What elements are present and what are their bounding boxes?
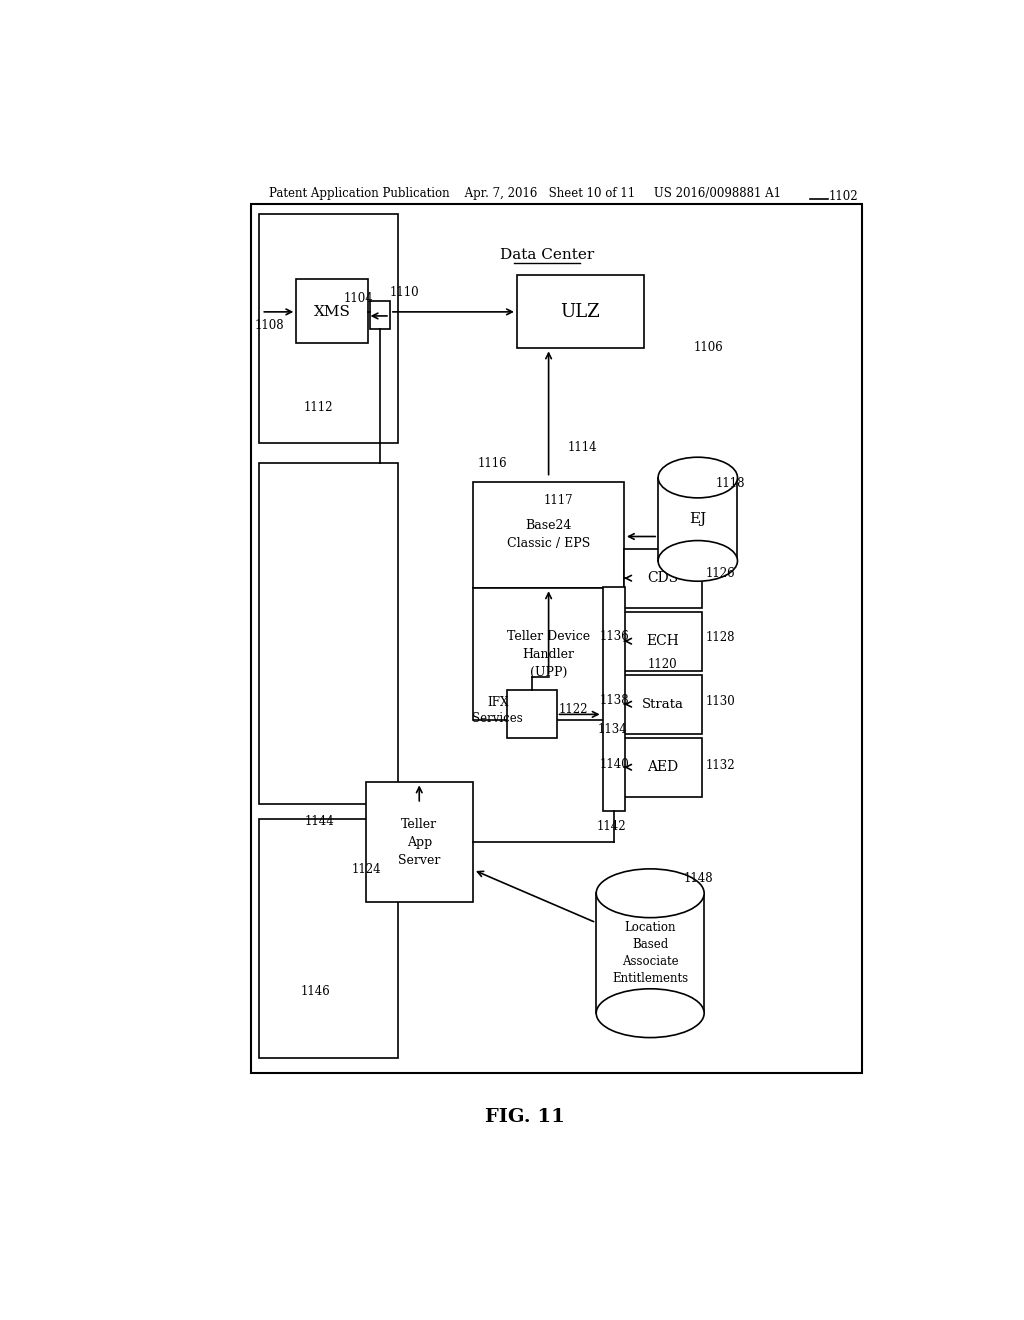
Text: 1148: 1148 — [684, 871, 713, 884]
Text: Strata: Strata — [642, 698, 684, 710]
Text: 1126: 1126 — [706, 566, 735, 579]
Text: 1110: 1110 — [390, 286, 420, 300]
Text: IFX
Services: IFX Services — [472, 696, 523, 725]
Text: 1146: 1146 — [301, 985, 331, 998]
Bar — [259, 214, 397, 444]
Bar — [624, 549, 701, 607]
Text: 1128: 1128 — [706, 631, 735, 644]
Text: 1114: 1114 — [567, 441, 597, 454]
Text: 1136: 1136 — [599, 630, 629, 643]
Bar — [507, 690, 557, 738]
Text: 1138: 1138 — [599, 693, 629, 706]
Text: 1120: 1120 — [648, 659, 678, 671]
Bar — [624, 611, 701, 671]
Text: EJ: EJ — [689, 512, 707, 527]
Bar — [624, 675, 701, 734]
Bar — [624, 738, 701, 797]
Bar — [658, 478, 737, 561]
Text: 1106: 1106 — [694, 341, 724, 354]
Ellipse shape — [596, 869, 705, 917]
Text: 1102: 1102 — [828, 190, 858, 202]
Text: 1130: 1130 — [706, 694, 735, 708]
Ellipse shape — [658, 541, 737, 581]
Ellipse shape — [658, 457, 737, 498]
Text: 1132: 1132 — [706, 759, 735, 772]
Bar — [596, 894, 705, 1014]
Text: ULZ: ULZ — [560, 302, 600, 321]
Text: 1122: 1122 — [559, 702, 589, 715]
Text: CDS: CDS — [647, 572, 679, 585]
Bar — [259, 463, 397, 804]
Bar — [517, 276, 644, 348]
Text: Base24
Classic / EPS: Base24 Classic / EPS — [507, 519, 590, 550]
Bar — [473, 482, 624, 589]
Bar — [251, 205, 862, 1073]
Bar — [367, 783, 473, 903]
Text: Teller
App
Server: Teller App Server — [398, 818, 440, 867]
Text: FIG. 11: FIG. 11 — [484, 1107, 565, 1126]
Bar — [473, 589, 624, 721]
Text: 1117: 1117 — [544, 495, 573, 507]
Text: XMS: XMS — [313, 305, 350, 319]
Bar — [370, 301, 390, 329]
Text: 1124: 1124 — [352, 863, 381, 876]
Text: 1104: 1104 — [344, 292, 374, 305]
Bar — [259, 818, 397, 1057]
Text: ECH: ECH — [646, 634, 679, 648]
Text: Location
Based
Associate
Entitlements: Location Based Associate Entitlements — [612, 921, 688, 985]
Text: 1140: 1140 — [599, 758, 629, 771]
Text: 1134: 1134 — [598, 723, 628, 737]
Text: AED: AED — [647, 760, 679, 775]
Ellipse shape — [596, 989, 705, 1038]
Text: Patent Application Publication    Apr. 7, 2016   Sheet 10 of 11     US 2016/0098: Patent Application Publication Apr. 7, 2… — [268, 187, 780, 201]
Text: 1108: 1108 — [255, 318, 285, 331]
Text: 1142: 1142 — [596, 820, 626, 833]
Text: Data Center: Data Center — [500, 248, 594, 261]
Text: 1118: 1118 — [715, 477, 744, 490]
Bar — [296, 280, 368, 343]
Text: 1116: 1116 — [477, 457, 507, 470]
Text: 1112: 1112 — [303, 401, 333, 414]
Text: Teller Device
Handler
(UPP): Teller Device Handler (UPP) — [507, 630, 590, 678]
Bar — [602, 587, 625, 810]
Text: 1144: 1144 — [304, 814, 334, 828]
